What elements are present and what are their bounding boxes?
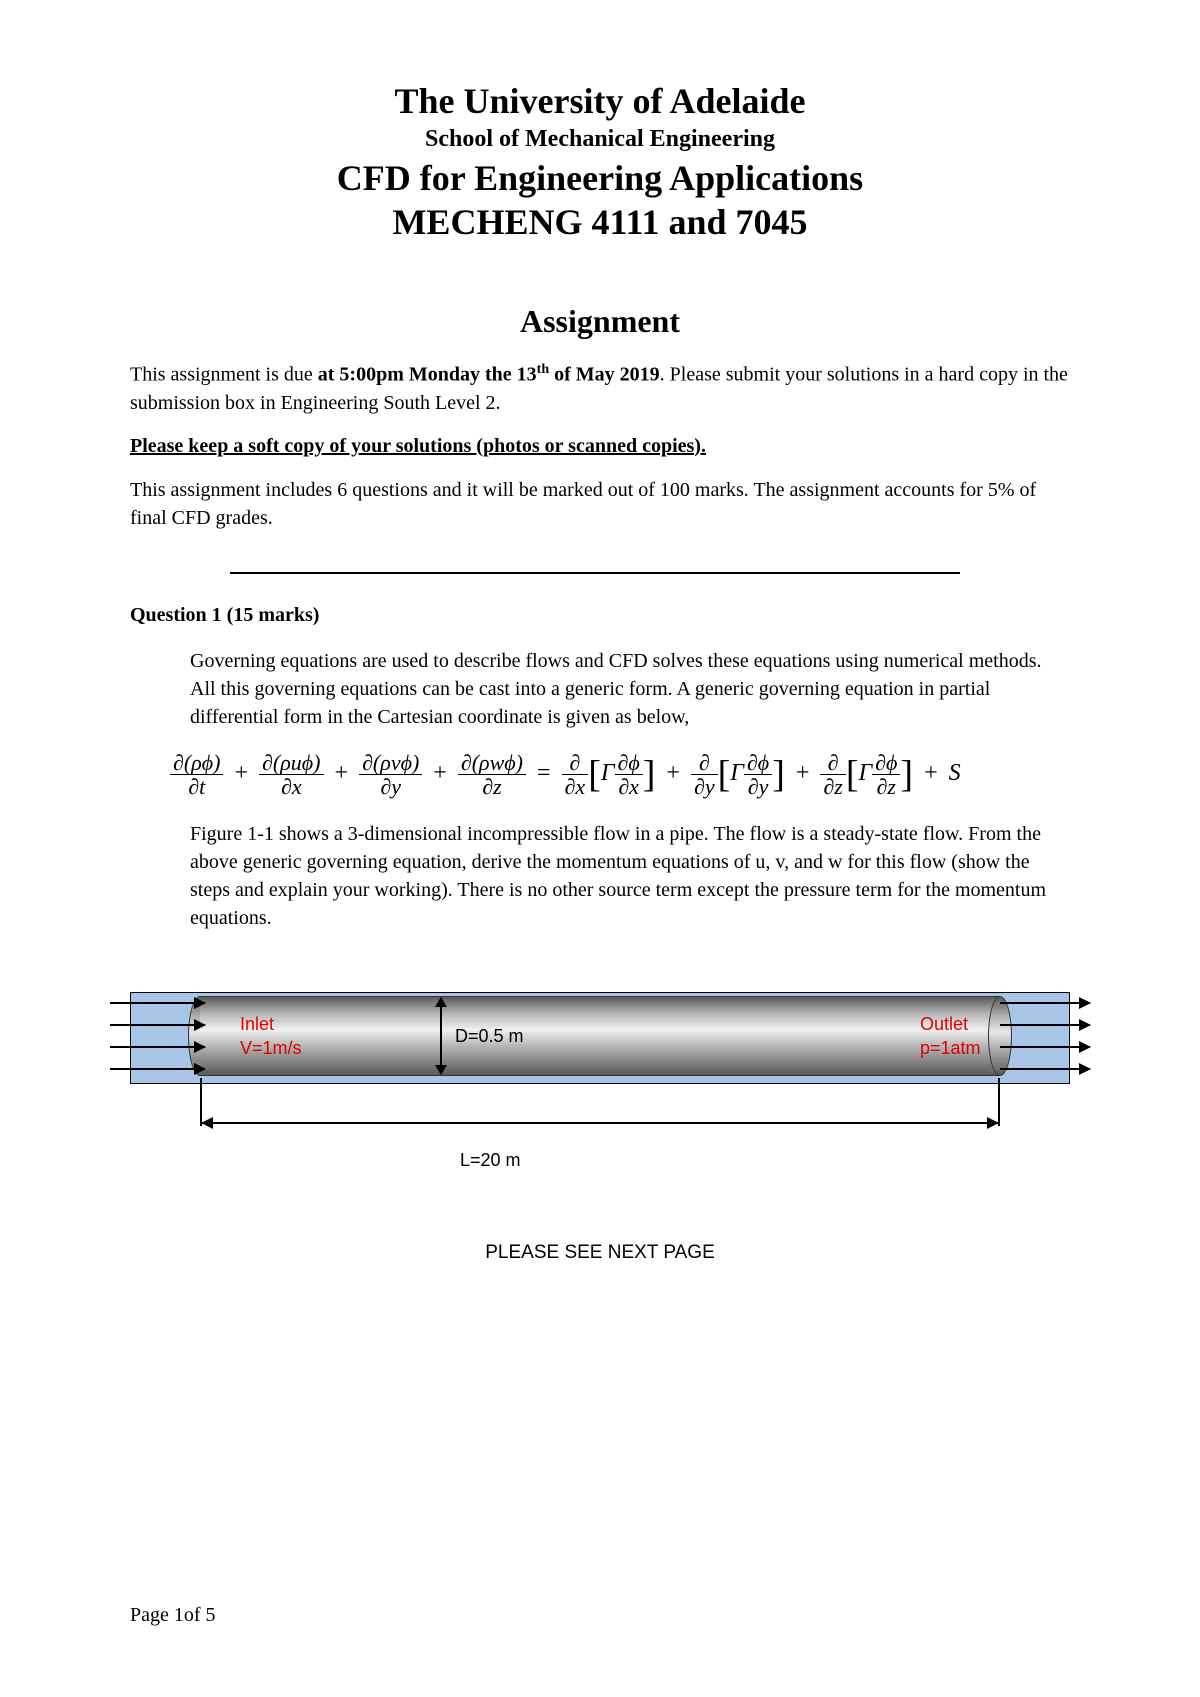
eq-rhs-d1: ∂∂x — [562, 751, 589, 798]
school-name: School of Mechanical Engineering — [130, 126, 1070, 153]
eq-rhs-d3: ∂∂z — [820, 751, 845, 798]
governing-equation: ∂(ρϕ)∂t + ∂(ρuϕ)∂x + ∂(ρvϕ)∂y + ∂(ρwϕ)∂z… — [130, 751, 1070, 798]
diameter-arrow — [440, 998, 442, 1074]
due-sup: th — [537, 362, 549, 377]
outlet-arrow — [1000, 1002, 1090, 1004]
document-header: The University of Adelaide School of Mec… — [130, 80, 1070, 243]
inlet-arrow — [110, 1024, 205, 1026]
course-codes: MECHENG 4111 and 7045 — [130, 201, 1070, 243]
inlet-arrow — [110, 1002, 205, 1004]
softcopy-note: Please keep a soft copy of your solution… — [130, 435, 1070, 458]
pipe-diagram: Inlet V=1m/s Outlet p=1atm D=0.5 m L=20 … — [130, 982, 1070, 1172]
outlet-arrow — [1000, 1046, 1090, 1048]
next-page-note: PLEASE SEE NEXT PAGE — [130, 1242, 1070, 1264]
question1-heading: Question 1 (15 marks) — [130, 604, 1070, 627]
university-name: The University of Adelaide — [130, 80, 1070, 122]
eq-term-4: ∂(ρwϕ)∂z — [458, 751, 526, 798]
length-label: L=20 m — [460, 1150, 521, 1171]
page-number: Page 1of 5 — [130, 1604, 216, 1627]
outlet-pressure-label: p=1atm — [920, 1038, 981, 1059]
eq-term-1: ∂(ρϕ)∂t — [170, 751, 223, 798]
due-prefix: This assignment is due — [130, 364, 318, 386]
inlet-arrow — [110, 1046, 205, 1048]
marks-note: This assignment includes 6 questions and… — [130, 476, 1070, 532]
inlet-arrow — [110, 1068, 205, 1070]
eq-term-3: ∂(ρvϕ)∂y — [359, 751, 422, 798]
outlet-arrow — [1000, 1024, 1090, 1026]
due-paragraph: This assignment is due at 5:00pm Monday … — [130, 360, 1070, 417]
question1-para1: Governing equations are used to describe… — [130, 647, 1070, 731]
eq-rhs-i2: ∂ϕ∂y — [744, 751, 772, 798]
assignment-heading: Assignment — [130, 303, 1070, 340]
inlet-velocity-label: V=1m/s — [240, 1038, 302, 1059]
eq-rhs-i1: ∂ϕ∂x — [615, 751, 643, 798]
length-dim-line — [202, 1122, 998, 1124]
pipe-body — [200, 996, 1000, 1076]
pipe-right-cap — [988, 996, 1012, 1076]
eq-term-2: ∂(ρuϕ)∂x — [259, 751, 323, 798]
eq-rhs-d2: ∂∂y — [691, 751, 718, 798]
eq-source: S — [949, 760, 961, 786]
section-divider — [230, 572, 960, 574]
outlet-arrow — [1000, 1068, 1090, 1070]
due-bold: at 5:00pm Monday the 13 — [318, 364, 537, 386]
course-title: CFD for Engineering Applications — [130, 157, 1070, 199]
eq-gamma-1: Γ — [601, 760, 615, 786]
eq-gamma-3: Γ — [858, 760, 872, 786]
inlet-label: Inlet — [240, 1014, 274, 1035]
eq-gamma-2: Γ — [730, 760, 744, 786]
question1-para2: Figure 1-1 shows a 3-dimensional incompr… — [130, 820, 1070, 932]
due-bold2: of May 2019 — [549, 364, 660, 386]
eq-rhs-i3: ∂ϕ∂z — [872, 751, 900, 798]
diameter-label: D=0.5 m — [455, 1026, 524, 1047]
outlet-label: Outlet — [920, 1014, 968, 1035]
